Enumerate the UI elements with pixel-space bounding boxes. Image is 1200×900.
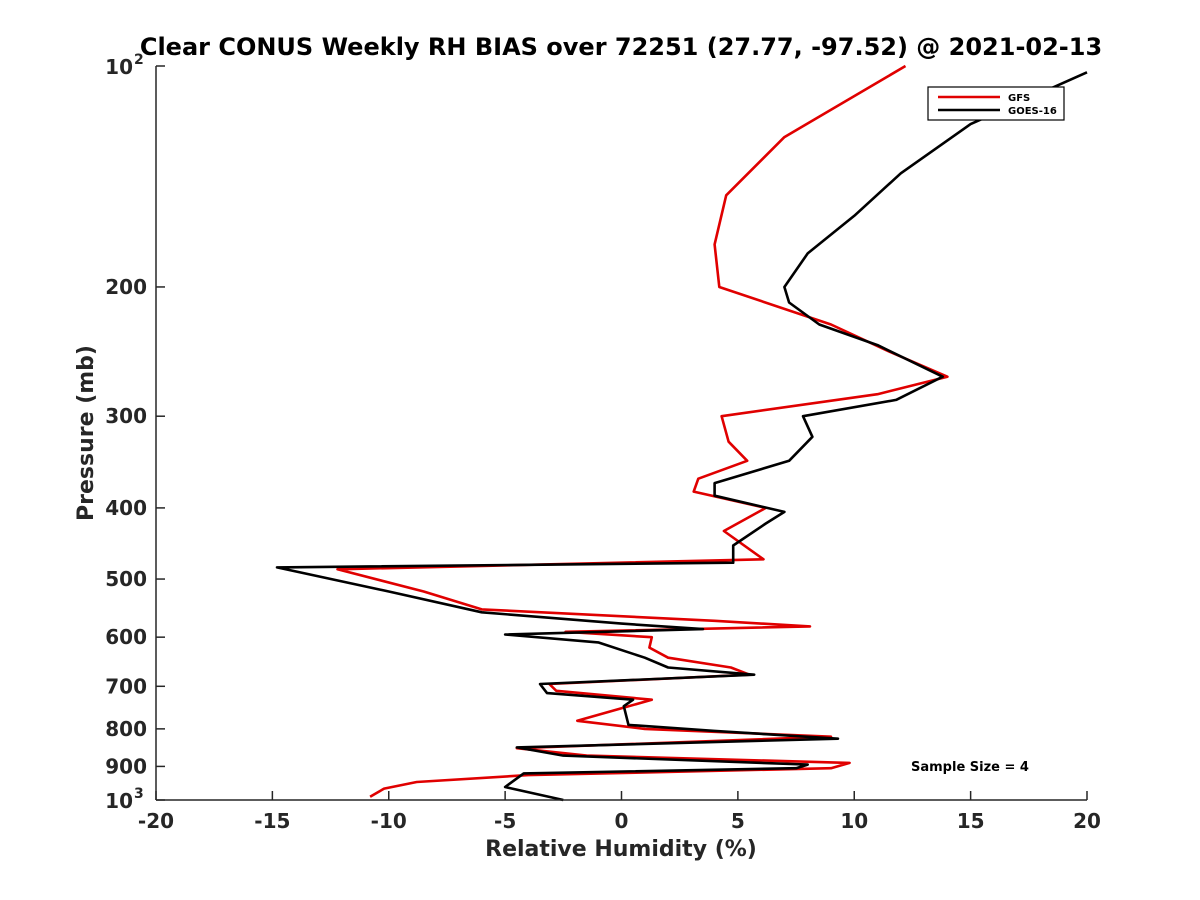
legend: GFS GOES-16 <box>927 86 1065 121</box>
sample-size-annotation: Sample Size = 4 <box>911 760 1029 775</box>
chart-title: Clear CONUS Weekly RH BIAS over 72251 (2… <box>140 33 1102 61</box>
y-tick-label: 700 <box>105 674 147 698</box>
y-tick-label: 10 3 <box>105 786 144 813</box>
series-line-goes16 <box>275 71 1088 802</box>
series-layer <box>275 64 1088 802</box>
x-tick-label: 0 <box>615 809 629 833</box>
y-tick-label: 400 <box>105 496 147 520</box>
y-tick-label: 600 <box>105 625 147 649</box>
y-tick-label: 500 <box>105 567 147 591</box>
y-tick-exponent: 3 <box>134 786 144 802</box>
x-tick-label: 5 <box>731 809 745 833</box>
x-tick-label: -5 <box>494 809 516 833</box>
x-tick-label: 15 <box>957 809 985 833</box>
y-tick-label: 800 <box>105 717 147 741</box>
x-ticks: -20 -15 -10 -5 0 5 10 15 20 <box>138 791 1101 833</box>
x-tick-label: -15 <box>254 809 290 833</box>
y-tick-exponent: 2 <box>134 52 144 68</box>
x-axis-label: Relative Humidity (%) <box>485 837 757 862</box>
y-tick-label: 900 <box>105 754 147 778</box>
y-tick-label: 10 2 <box>105 52 144 79</box>
y-tick-base: 10 <box>105 789 133 813</box>
y-tick-label: 200 <box>105 275 147 299</box>
legend-box <box>927 86 1065 121</box>
x-tick-label: 20 <box>1073 809 1101 833</box>
legend-label-gfs: GFS <box>1008 93 1030 104</box>
x-tick-label: 10 <box>840 809 868 833</box>
y-tick-base: 10 <box>105 55 133 79</box>
y-tick-label: 300 <box>105 404 147 428</box>
y-axis-label: Pressure (mb) <box>74 345 99 521</box>
x-tick-label: -10 <box>371 809 407 833</box>
legend-label-goes16: GOES-16 <box>1008 106 1057 117</box>
x-tick-label: -20 <box>138 809 174 833</box>
